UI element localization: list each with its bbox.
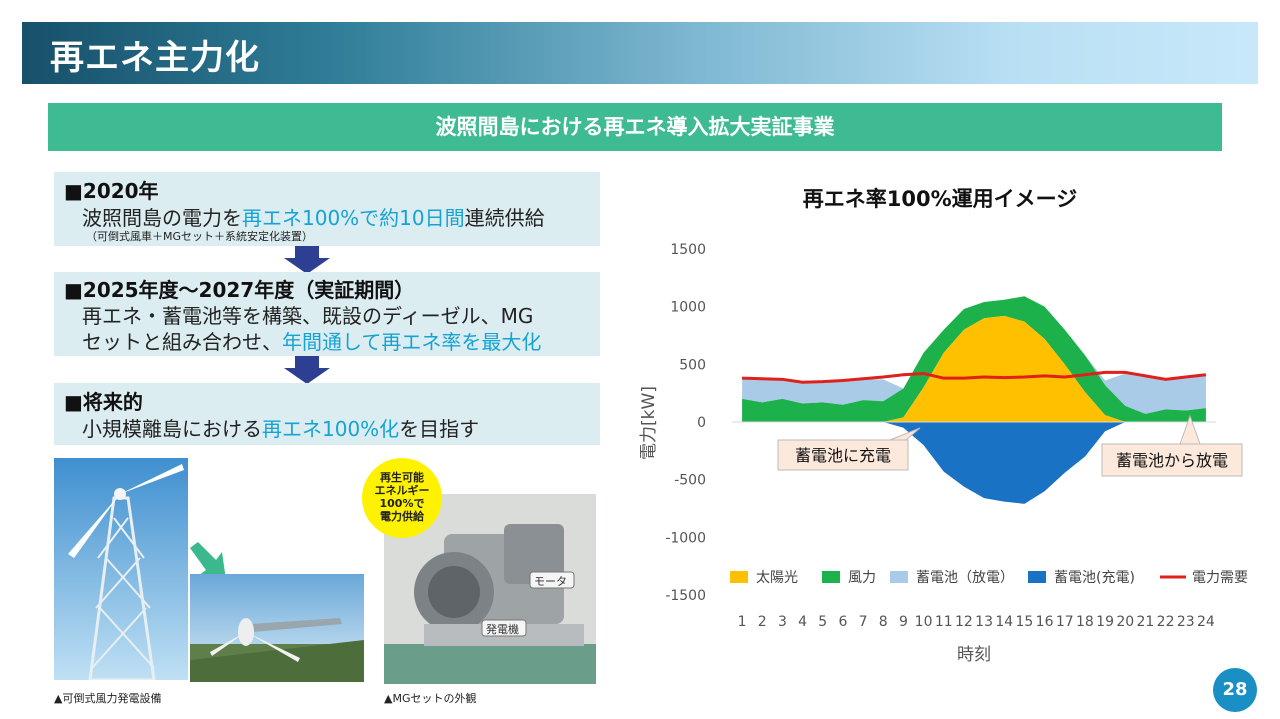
x-tick-label: 22 — [1157, 614, 1175, 630]
x-tick-label: 2 — [758, 614, 767, 630]
legend-swatch — [890, 571, 908, 583]
y-tick-label: 0 — [697, 415, 706, 431]
green-arrow-icon — [190, 542, 226, 580]
generator-label: 発電機 — [486, 623, 519, 636]
y-tick-label: 1000 — [670, 300, 706, 316]
y-axis-label: 電力[kW] — [639, 386, 659, 460]
y-tick-label: -500 — [674, 473, 706, 489]
callout-charge-text: 蓄電池に充電 — [795, 446, 891, 465]
section-future-text-pre: 小規模離島における — [82, 417, 262, 441]
section-2020-text-pre: 波照間島の電力を — [82, 206, 242, 230]
section-2025-line2-pre: セットと組み合わせ、 — [82, 330, 282, 354]
series-solar-area — [742, 315, 1206, 422]
x-tick-label: 18 — [1076, 614, 1094, 630]
x-tick-label: 1 — [738, 614, 747, 630]
project-banner: 波照間島における再エネ導入拡大実証事業 — [48, 103, 1222, 151]
section-2020-note: （可倒式風車＋MGセット＋系統安定化装置） — [86, 230, 314, 243]
x-tick-label: 10 — [915, 614, 933, 630]
y-tick-label: -1000 — [665, 530, 706, 546]
series-battery-charge-area — [742, 422, 1206, 504]
section-future-text: 小規模離島における再エネ100%化を目指す — [82, 413, 479, 442]
x-tick-label: 11 — [935, 614, 953, 630]
bubble-line-1: 再生可能 — [380, 471, 424, 484]
callout-charge-pointer — [889, 427, 921, 441]
mg-set-photo: モータ 発電機 — [384, 494, 596, 684]
x-tick-label: 14 — [995, 614, 1013, 630]
series-demand-line — [742, 370, 1207, 384]
bubble-line-4: 電力供給 — [380, 510, 424, 523]
section-future: ■将来的 小規模離島における再エネ100%化を目指す — [54, 383, 600, 445]
section-2020-text-highlight: 再エネ100%で約10日間 — [242, 206, 465, 230]
legend-label: 太陽光 — [756, 570, 798, 586]
page-number-badge: 28 — [1213, 668, 1257, 712]
section-future-text-highlight: 再エネ100%化 — [262, 417, 400, 441]
legend-swatch — [730, 571, 748, 583]
section-2025-line1: 再エネ・蓄電池等を構築、既設のディーゼル、MG — [82, 304, 534, 328]
section-2025-heading: ■2025年度～2027年度（実証期間） — [64, 278, 415, 302]
x-tick-label: 13 — [975, 614, 993, 630]
x-tick-label: 15 — [1016, 614, 1034, 630]
x-tick-label: 17 — [1056, 614, 1074, 630]
series-battery-discharge-area — [742, 296, 1206, 414]
x-tick-label: 19 — [1096, 614, 1114, 630]
section-2025: ■2025年度～2027年度（実証期間） 再エネ・蓄電池等を構築、既設のディーゼ… — [54, 272, 600, 356]
section-future-heading: ■将来的 — [64, 390, 143, 414]
section-future-text-post: を目指す — [399, 417, 480, 441]
x-tick-label: 7 — [859, 614, 868, 630]
bubble-line-3: 100%で — [379, 497, 425, 510]
legend-swatch — [1028, 571, 1046, 583]
y-tick-label: -1500 — [665, 588, 706, 604]
x-tick-label: 20 — [1116, 614, 1134, 630]
section-2025-line2-highlight: 年間通して再エネ率を最大化 — [282, 330, 542, 354]
x-tick-label: 3 — [778, 614, 787, 630]
x-tick-label: 23 — [1177, 614, 1195, 630]
page-title: 再エネ主力化 — [50, 38, 260, 78]
legend-label: 風力 — [848, 570, 876, 586]
x-tick-label: 12 — [955, 614, 973, 630]
x-axis-label: 時刻 — [957, 645, 991, 665]
x-tick-label: 9 — [899, 614, 908, 630]
down-arrow-2 — [284, 356, 330, 386]
section-2020-text: 波照間島の電力を再エネ100%で約10日間連続供給 — [82, 202, 545, 231]
callout-discharge-pointer — [1179, 414, 1201, 445]
y-tick-label: 500 — [679, 357, 706, 373]
x-tick-label: 4 — [798, 614, 807, 630]
callout-charge-box — [777, 439, 909, 471]
motor-label: モータ — [534, 575, 567, 588]
wind-turbine-photo — [54, 458, 188, 680]
x-tick-label: 5 — [818, 614, 827, 630]
x-tick-label: 6 — [838, 614, 847, 630]
title-bar: 再エネ主力化 — [22, 22, 1258, 84]
legend-label: 電力需要 — [1192, 570, 1248, 586]
section-2020-text-post: 連続供給 — [464, 206, 545, 230]
x-tick-label: 21 — [1137, 614, 1155, 630]
renewable-100-bubble: 再生可能 エネルギー 100%で 電力供給 — [362, 458, 442, 538]
chart-title: 再エネ率100%運用イメージ — [803, 187, 1077, 211]
section-2025-line2: セットと組み合わせ、年間通して再エネ率を最大化 — [82, 326, 541, 355]
y-tick-label: 1500 — [670, 242, 706, 258]
series-wind-area — [742, 296, 1206, 422]
legend-label: 蓄電池（放電） — [916, 570, 1014, 586]
lowered-turbine-photo — [190, 574, 364, 682]
power-chart: 再エネ率100%運用イメージ 1500 1000 500 0 -500 -1000 -1500… — [639, 187, 1248, 665]
section-2020-heading: ■2020年 — [64, 179, 159, 203]
down-arrow-1 — [284, 246, 330, 276]
caption-wind-turbine: ▲可倒式風力発電設備 — [54, 692, 162, 705]
legend-swatch — [822, 571, 840, 583]
x-tick-label: 8 — [879, 614, 888, 630]
callout-discharge-text: 蓄電池から放電 — [1116, 451, 1228, 470]
x-tick-label: 16 — [1036, 614, 1054, 630]
caption-mg-set: ▲MGセットの外観 — [384, 692, 477, 705]
section-2020: ■2020年 波照間島の電力を再エネ100%で約10日間連続供給 （可倒式風車＋… — [54, 172, 600, 246]
bubble-line-2: エネルギー — [374, 484, 430, 497]
x-tick-label: 24 — [1197, 614, 1215, 630]
legend-label: 蓄電池(充電) — [1054, 570, 1135, 586]
